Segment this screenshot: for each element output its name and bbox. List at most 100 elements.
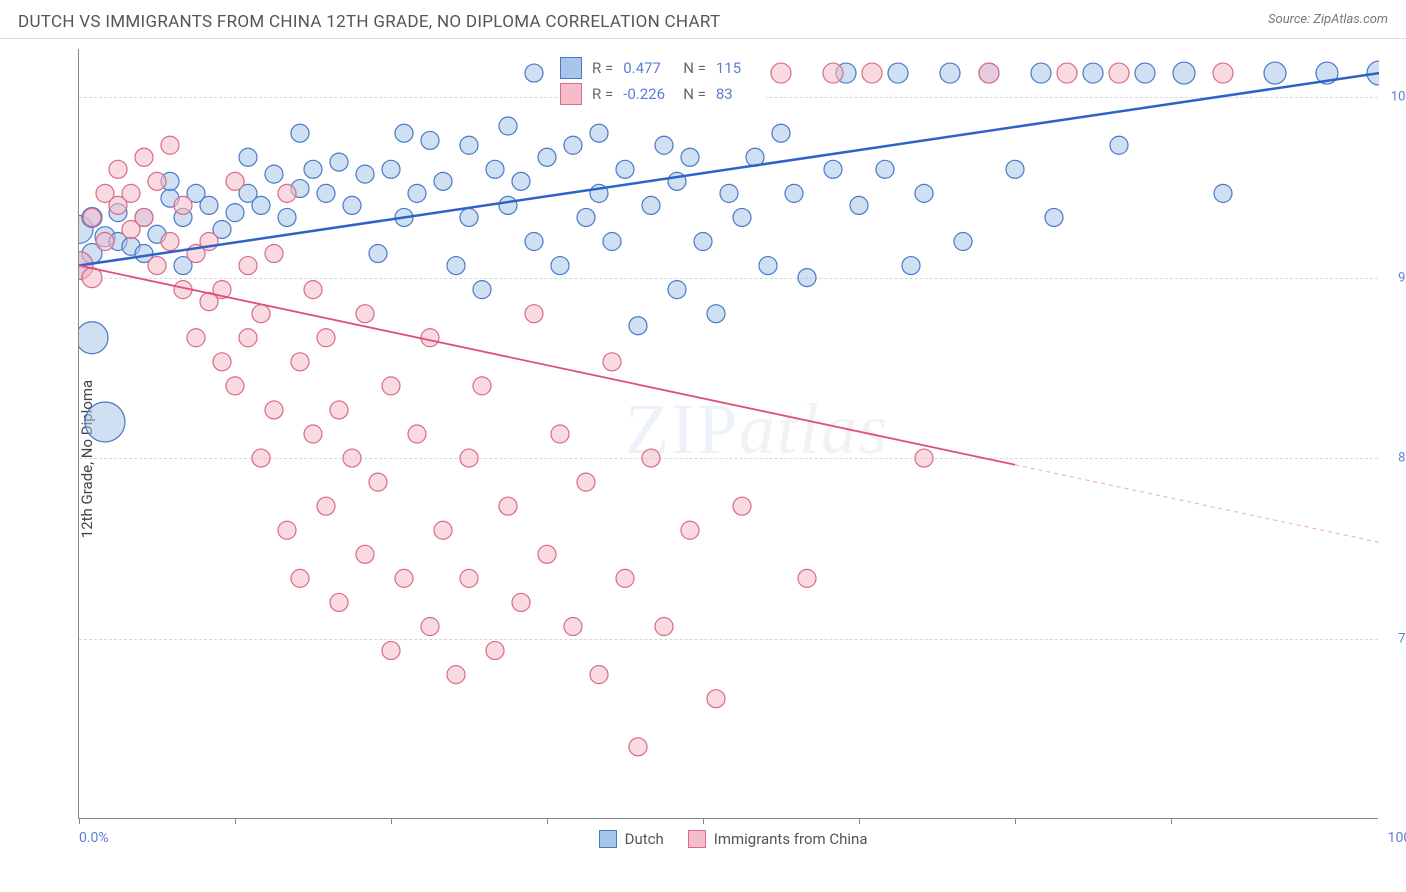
data-point xyxy=(512,172,530,190)
data-point xyxy=(512,593,530,611)
data-point xyxy=(564,136,582,154)
data-point xyxy=(862,63,882,83)
data-point xyxy=(369,245,387,263)
data-point xyxy=(252,305,270,323)
data-point xyxy=(187,329,205,347)
data-point xyxy=(135,148,153,166)
data-point xyxy=(291,353,309,371)
data-point xyxy=(486,642,504,660)
data-point xyxy=(79,322,108,354)
data-point xyxy=(200,196,218,214)
data-point xyxy=(1214,184,1232,202)
legend-swatch xyxy=(688,830,706,848)
data-point xyxy=(1031,63,1051,83)
data-point xyxy=(96,233,114,251)
data-point xyxy=(226,204,244,222)
data-point xyxy=(460,569,478,587)
legend-swatch xyxy=(560,83,582,105)
data-point xyxy=(239,257,257,275)
regression-line-dashed xyxy=(1015,465,1379,542)
data-point xyxy=(395,569,413,587)
data-point xyxy=(759,257,777,275)
r-label: R = xyxy=(592,85,613,103)
data-point xyxy=(291,124,309,142)
data-point xyxy=(655,136,673,154)
chart-header: DUTCH VS IMMIGRANTS FROM CHINA 12TH GRAD… xyxy=(0,0,1406,39)
legend-swatch xyxy=(560,57,582,79)
data-point xyxy=(291,569,309,587)
data-point xyxy=(226,172,244,190)
data-point xyxy=(772,124,790,142)
data-point xyxy=(940,63,960,83)
n-value: 115 xyxy=(716,59,766,77)
data-point xyxy=(681,148,699,166)
data-point xyxy=(473,281,491,299)
data-point xyxy=(252,196,270,214)
data-point xyxy=(421,618,439,636)
r-label: R = xyxy=(592,59,613,77)
data-point xyxy=(655,618,673,636)
y-tick-label: 85.0% xyxy=(1398,451,1406,466)
data-point xyxy=(733,497,751,515)
data-point xyxy=(1006,160,1024,178)
data-point xyxy=(83,208,101,226)
data-point xyxy=(1110,136,1128,154)
legend-item: Dutch xyxy=(599,830,664,848)
data-point xyxy=(447,666,465,684)
plot-area: 100.0%92.5%85.0%77.5%0.0%100.0%ZIPatlasR… xyxy=(78,49,1378,819)
data-point xyxy=(525,64,543,82)
data-point xyxy=(525,233,543,251)
r-value: -0.226 xyxy=(623,85,673,103)
data-point xyxy=(109,160,127,178)
data-point xyxy=(85,402,125,442)
data-point xyxy=(590,666,608,684)
data-point xyxy=(434,521,452,539)
data-point xyxy=(525,305,543,323)
data-point xyxy=(629,317,647,335)
data-point xyxy=(239,329,257,347)
data-point xyxy=(252,449,270,467)
data-point xyxy=(538,545,556,563)
data-point xyxy=(356,165,374,183)
data-point xyxy=(876,160,894,178)
data-point xyxy=(356,545,374,563)
y-tick-label: 100.0% xyxy=(1391,90,1406,105)
data-point xyxy=(798,569,816,587)
data-point xyxy=(551,425,569,443)
data-point xyxy=(707,690,725,708)
data-point xyxy=(304,160,322,178)
data-point xyxy=(902,257,920,275)
data-point xyxy=(915,184,933,202)
data-point xyxy=(434,172,452,190)
data-point xyxy=(174,196,192,214)
data-point xyxy=(460,136,478,154)
data-point xyxy=(343,196,361,214)
data-point xyxy=(668,281,686,299)
data-point xyxy=(330,401,348,419)
data-point xyxy=(356,305,374,323)
data-point xyxy=(330,153,348,171)
data-point xyxy=(1083,63,1103,83)
series-legend: Dutch Immigrants from China xyxy=(599,830,868,848)
data-point xyxy=(694,233,712,251)
data-point xyxy=(460,208,478,226)
data-point xyxy=(382,377,400,395)
data-point xyxy=(1057,63,1077,83)
data-point xyxy=(161,136,179,154)
data-point xyxy=(226,377,244,395)
data-point xyxy=(616,160,634,178)
data-point xyxy=(304,425,322,443)
data-point xyxy=(720,184,738,202)
data-point xyxy=(1213,63,1233,83)
data-point xyxy=(603,233,621,251)
data-point xyxy=(850,196,868,214)
data-point xyxy=(888,63,908,83)
data-point xyxy=(954,233,972,251)
data-point xyxy=(1109,63,1129,83)
data-point xyxy=(499,497,517,515)
legend-item: Immigrants from China xyxy=(688,830,868,848)
scatter-svg xyxy=(79,49,1379,819)
data-point xyxy=(538,148,556,166)
data-point xyxy=(616,569,634,587)
data-point xyxy=(421,329,439,347)
